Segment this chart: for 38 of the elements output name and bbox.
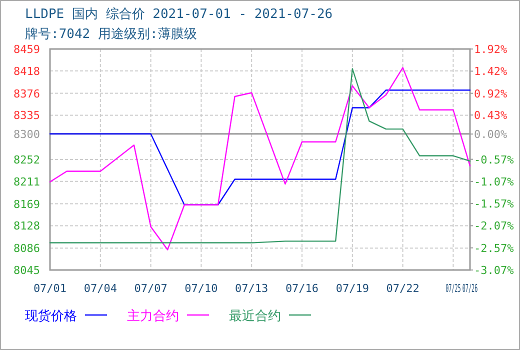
y2-tick-label: -2.57% [474,242,514,255]
x-tick-label: 07/10 [184,282,218,295]
y2-tick-label: 0.92% [474,87,508,100]
chart-title: LLDPE 国内 综合价 2021-07-01 - 2021-07-26 [25,7,333,22]
legend-label: 主力合约 [127,308,179,324]
y-tick-label: 8086 [14,242,40,256]
y2-tick-label: 0.00% [474,128,508,142]
y-tick-label: 8211 [14,175,40,188]
x-tick-label: 07/13 [235,282,268,295]
x-tick-label: 07/16 [285,282,319,295]
x-tick-label: 07/25 [446,283,461,296]
x-tick-label: 07/22 [386,282,420,295]
x-tick-label: 07/19 [336,282,369,295]
y-tick-label: 8252 [14,154,40,166]
x-tick-label: 07/04 [84,282,118,295]
y-tick-label: 8169 [14,198,40,211]
y2-tick-label: 0.43% [474,108,508,122]
x-tick-label: 07/26 [462,283,478,296]
y-tick-label: 8418 [14,64,40,78]
y2-tick-label: 1.42% [474,65,508,78]
y-tick-label: 8335 [14,109,40,122]
chart-subtitle: 牌号:7042 用途级别:薄膜级 [25,27,197,42]
x-tick-label: 07/07 [134,282,168,295]
y2-tick-label: -1.57% [474,198,514,211]
line-series [49,90,471,206]
y-tick-label: 8376 [14,87,40,100]
legend-label: 最近合约 [229,309,281,324]
y-tick-label: 8045 [14,264,40,277]
y2-tick-label: -1.07% [474,175,514,188]
y2-tick-label: 1.92% [474,43,508,56]
y-tick-label: 8459 [14,43,40,56]
y-tick-label: 8128 [14,220,40,233]
x-tick-label: 07/01 [33,282,67,295]
y2-tick-label: -2.07% [474,220,514,233]
legend-label: 现货价格 [25,309,77,324]
y2-tick-label: -0.57% [474,153,514,166]
y2-tick-label: -3.07% [474,264,514,277]
y-tick-label: 8300 [14,128,40,141]
